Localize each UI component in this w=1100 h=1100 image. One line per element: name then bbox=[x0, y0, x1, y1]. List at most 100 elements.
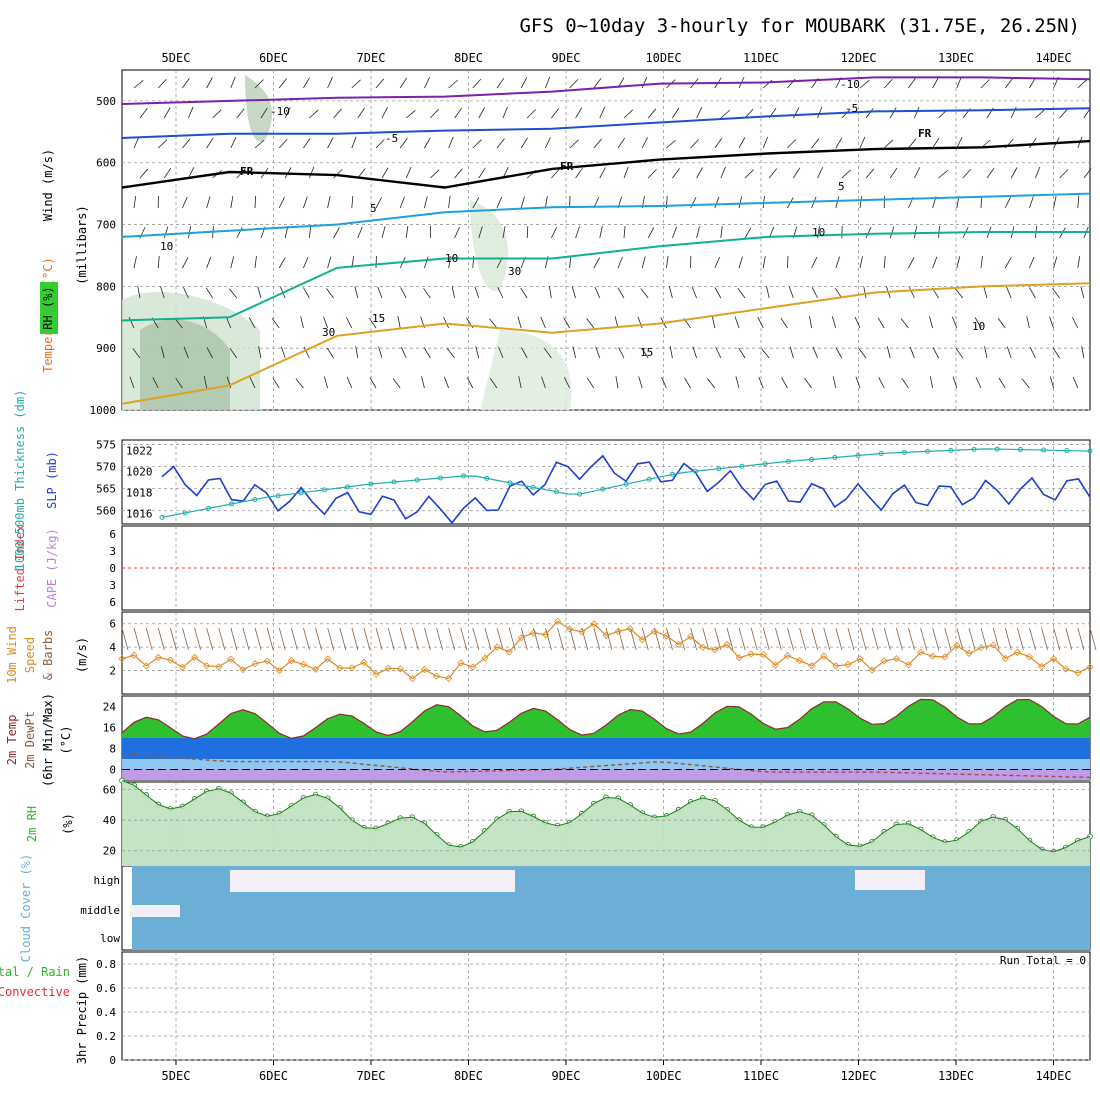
wind-barb bbox=[1080, 286, 1085, 299]
wind-barb bbox=[183, 346, 189, 359]
wind-speed-marker bbox=[844, 661, 852, 669]
y-tick-lifted-index: 6 bbox=[109, 596, 116, 609]
wind-barb bbox=[735, 376, 740, 389]
wind-barb bbox=[454, 168, 463, 179]
wind-speed-marker bbox=[191, 653, 199, 661]
wind-barb bbox=[300, 316, 304, 329]
wind-barb bbox=[466, 377, 474, 389]
wind-barb bbox=[1029, 256, 1035, 269]
temp-band-freezing bbox=[122, 769, 1090, 780]
y-tick-pressure: 500 bbox=[96, 95, 116, 108]
panel-frame-slp bbox=[121, 439, 1091, 525]
wind-barb bbox=[859, 196, 863, 209]
wind-barb bbox=[1083, 168, 1092, 179]
label-temp-units: (°C) bbox=[59, 726, 73, 755]
wind-barb bbox=[540, 316, 546, 329]
wind-barb bbox=[563, 377, 570, 389]
thickness-marker bbox=[298, 490, 304, 496]
wind10m-barb bbox=[278, 627, 286, 651]
wind10m-barb bbox=[133, 627, 141, 651]
wind-barb bbox=[1029, 347, 1036, 359]
wind10m-barb bbox=[1004, 627, 1012, 651]
wind-barb bbox=[157, 256, 160, 269]
wind-barb bbox=[1006, 286, 1012, 299]
wind-barb bbox=[1059, 108, 1068, 119]
thickness-marker bbox=[600, 486, 606, 492]
y-tick-precip: 0.4 bbox=[96, 1006, 116, 1019]
wind-barb bbox=[446, 348, 455, 359]
thickness-marker bbox=[461, 473, 467, 479]
wind10m-barb bbox=[666, 627, 673, 651]
wind-barb bbox=[593, 78, 602, 89]
wind-barb bbox=[666, 139, 676, 149]
wind-barb bbox=[956, 137, 963, 149]
wind10m-barb bbox=[327, 627, 335, 651]
wind-barb bbox=[399, 138, 408, 149]
wind-barb bbox=[333, 169, 343, 179]
wind-barb bbox=[720, 226, 723, 239]
wind10m-barb bbox=[871, 627, 879, 651]
y-tick-rh: 20 bbox=[103, 845, 116, 858]
thickness-marker bbox=[275, 493, 281, 499]
wind-barb bbox=[497, 287, 504, 299]
wind-barb bbox=[295, 378, 304, 389]
wind-barb bbox=[451, 286, 455, 299]
date-label-top: 7DEC bbox=[357, 51, 386, 65]
wind-barb bbox=[638, 376, 643, 389]
wind-barb bbox=[423, 287, 431, 299]
wind-barb bbox=[1083, 107, 1091, 119]
wind-barb bbox=[278, 257, 286, 269]
wind-barb bbox=[1049, 376, 1054, 389]
wind-barb bbox=[883, 256, 886, 269]
wind-barb bbox=[284, 106, 291, 119]
thickness-marker bbox=[739, 463, 745, 469]
wind-barb bbox=[889, 226, 895, 239]
wind-barb bbox=[974, 317, 982, 329]
wind-barb bbox=[206, 256, 212, 269]
wind-barb bbox=[327, 256, 332, 269]
wind-barb bbox=[647, 169, 657, 179]
thickness-marker bbox=[901, 449, 907, 455]
y-tick-precip: 0.8 bbox=[96, 958, 116, 971]
wind10m-barb bbox=[835, 627, 843, 651]
thickness-marker bbox=[205, 505, 211, 511]
wind-barb bbox=[1077, 256, 1081, 269]
wind-barb bbox=[551, 227, 558, 239]
wind-barb bbox=[572, 346, 576, 359]
wind-barb bbox=[133, 79, 144, 89]
label-slp: SLP (mb) bbox=[45, 451, 59, 509]
wind-barb bbox=[1052, 288, 1060, 299]
wind-barb bbox=[327, 196, 331, 209]
wind-speed-marker bbox=[687, 632, 695, 641]
wind-barb bbox=[309, 166, 315, 179]
y-tick-pressure: 600 bbox=[96, 157, 116, 170]
y-tick-precip: 0.6 bbox=[96, 982, 116, 995]
wind-barb bbox=[793, 107, 800, 119]
contour-label: -5 bbox=[845, 102, 858, 115]
wind-barb bbox=[929, 376, 933, 389]
wind-barb bbox=[914, 167, 921, 179]
label-wind-units: (m/s) bbox=[75, 637, 89, 673]
wind-barb bbox=[835, 347, 843, 359]
rh-shading bbox=[140, 319, 230, 410]
wind-barb bbox=[489, 377, 498, 389]
wind-barb bbox=[421, 376, 425, 389]
cloud-gap-high bbox=[230, 870, 515, 892]
wind-barb bbox=[182, 257, 189, 269]
wind-barb bbox=[128, 316, 135, 329]
wind-barb bbox=[962, 168, 972, 179]
wind10m-barb bbox=[641, 627, 649, 651]
temp-contour--5 bbox=[121, 107, 1091, 139]
label-minmax: (6hr Min/Max) bbox=[41, 693, 55, 787]
wind-barb bbox=[883, 139, 894, 149]
thickness-marker bbox=[971, 446, 977, 452]
wind-barb bbox=[475, 346, 480, 359]
thickness-marker bbox=[1064, 448, 1070, 454]
wind10m-barb bbox=[605, 627, 613, 651]
wind-barb bbox=[327, 137, 334, 149]
wind-speed-marker bbox=[130, 651, 138, 659]
wind10m-barb bbox=[182, 627, 189, 651]
wind-barb bbox=[738, 196, 743, 209]
wind-barb bbox=[174, 318, 183, 329]
wind-barb bbox=[1059, 169, 1069, 179]
